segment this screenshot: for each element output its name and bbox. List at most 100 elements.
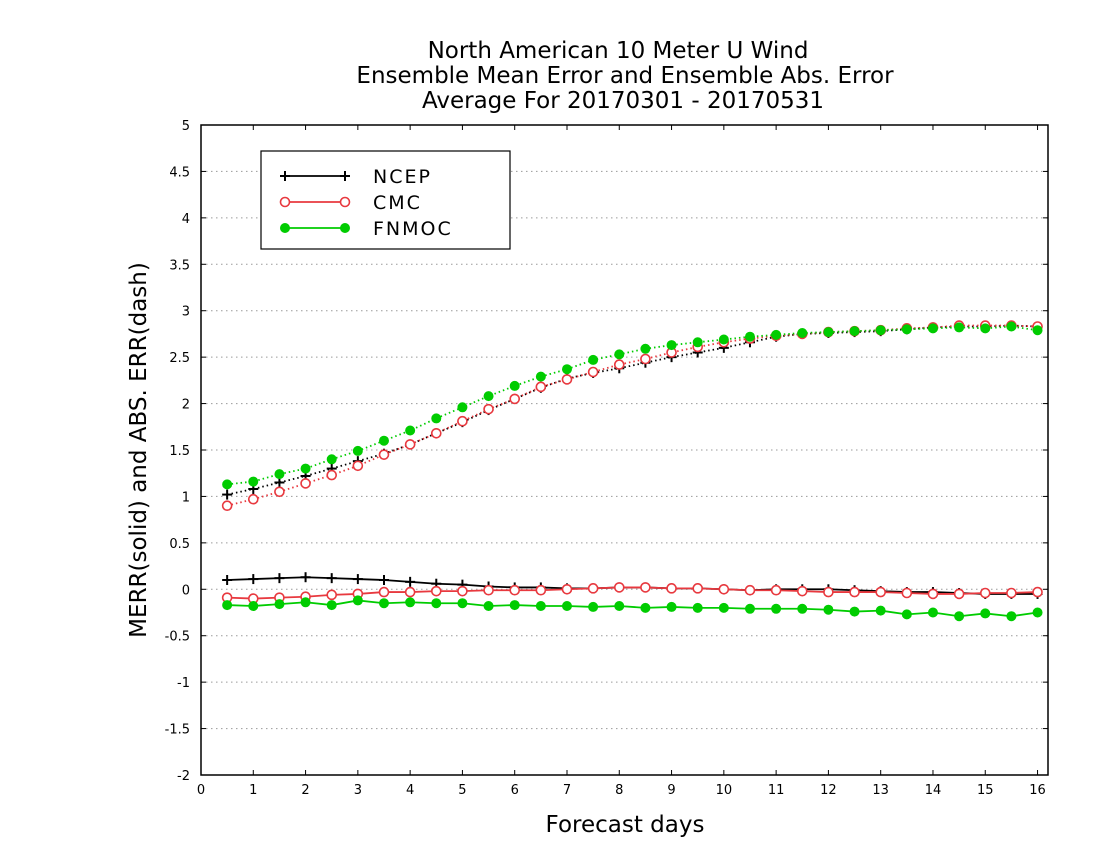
cmc-abserr-point xyxy=(613,359,625,370)
cmc-abserr-point xyxy=(326,469,338,481)
fnmoc-merr-point xyxy=(405,597,416,608)
x-tick-label: 14 xyxy=(925,783,942,798)
fnmoc-abserr-point xyxy=(640,343,651,354)
legend-entry-fnmoc: FNMOC xyxy=(280,218,451,240)
y-tick-label: 4.5 xyxy=(169,165,190,180)
fnmoc-merr-point xyxy=(875,605,886,616)
legend-marker xyxy=(339,196,351,208)
ncep-merr-point xyxy=(352,574,363,585)
fnmoc-abserr-point xyxy=(744,331,755,342)
x-tick-label: 7 xyxy=(563,783,571,798)
title-line-3: Average For 20170301 - 20170531 xyxy=(422,88,824,114)
fnmoc-merr-point xyxy=(431,598,442,609)
gridlines xyxy=(201,170,1048,730)
cmc-merr-point xyxy=(640,582,651,593)
cmc-abserr-point xyxy=(457,415,468,427)
cmc-merr-point xyxy=(561,583,573,595)
fnmoc-abserr-point xyxy=(797,328,808,338)
legend-entry-ncep: NCEP xyxy=(280,166,432,188)
title-line-1: North American 10 Meter U Wind xyxy=(428,38,809,64)
fnmoc-merr-point xyxy=(692,602,703,613)
legend-marker xyxy=(279,196,291,208)
cmc-abserr-point xyxy=(221,500,233,512)
cmc-abserr-point xyxy=(274,486,285,498)
fnmoc-abserr-point xyxy=(614,349,625,360)
cmc-merr-point xyxy=(509,584,521,596)
cmc-merr-point xyxy=(875,586,886,598)
fnmoc-merr-point xyxy=(901,609,912,620)
ncep-merr-point xyxy=(248,574,259,585)
y-tick-label: 3 xyxy=(182,305,190,320)
y-tick-label: -2 xyxy=(177,769,190,784)
ncep-merr-point xyxy=(326,573,337,584)
fnmoc-merr-point xyxy=(300,597,311,608)
fnmoc-merr-point xyxy=(718,602,729,613)
x-tick-label: 1 xyxy=(249,783,257,798)
legend-marker xyxy=(340,171,350,181)
y-tick-label: 0 xyxy=(182,583,190,598)
series-cmc xyxy=(221,320,1043,604)
fnmoc-abserr-point xyxy=(771,329,782,340)
fnmoc-abserr-point xyxy=(588,354,599,365)
y-tick-label: 2.5 xyxy=(169,351,190,366)
fnmoc-abserr-point xyxy=(248,476,259,487)
fnmoc-abserr-point xyxy=(718,334,729,345)
fnmoc-merr-point xyxy=(535,601,546,611)
x-tick-label: 16 xyxy=(1029,783,1046,798)
fnmoc-abserr-point xyxy=(535,371,546,382)
fnmoc-abserr-point xyxy=(980,323,991,334)
fnmoc-merr-point xyxy=(849,606,860,617)
fnmoc-abserr-point xyxy=(849,326,860,337)
plot-frame xyxy=(200,124,1049,776)
fnmoc-abserr-point xyxy=(823,327,834,338)
cmc-abserr-point xyxy=(352,460,364,472)
fnmoc-abserr-point xyxy=(509,380,520,391)
legend-box xyxy=(260,150,511,250)
legend-label: NCEP xyxy=(373,166,432,188)
cmc-merr-point xyxy=(849,586,860,598)
fnmoc-abserr-point xyxy=(274,469,285,480)
fnmoc-abserr-point xyxy=(1032,325,1043,336)
fnmoc-merr-point xyxy=(614,601,625,611)
cmc-merr-point xyxy=(430,585,442,597)
cmc-abserr-point xyxy=(640,353,651,365)
series-ncep xyxy=(222,320,1043,599)
x-tick-label: 11 xyxy=(768,783,785,798)
cmc-merr-point xyxy=(692,583,703,594)
ncep-abserr-point xyxy=(222,489,233,500)
cmc-merr-point xyxy=(587,583,599,594)
cmc-merr-point xyxy=(927,588,939,600)
y-tick-label: -1.5 xyxy=(165,723,190,738)
fnmoc-merr-point xyxy=(222,600,233,611)
x-tick-label: 9 xyxy=(667,783,675,798)
cmc-merr-point xyxy=(796,585,808,597)
cmc-merr-point xyxy=(483,584,494,596)
ncep-merr-line xyxy=(227,576,1038,595)
fnmoc-merr-point xyxy=(378,598,389,609)
fnmoc-abserr-point xyxy=(300,463,311,474)
y-tick-label: -1 xyxy=(177,676,190,691)
y-tick-label: 1 xyxy=(182,490,190,505)
fnmoc-abserr-point xyxy=(405,425,416,436)
x-tick-label: 13 xyxy=(872,783,889,798)
cmc-merr-point xyxy=(901,587,913,599)
cmc-merr-point xyxy=(457,585,468,597)
fnmoc-merr-point xyxy=(457,598,468,609)
cmc-abserr-point xyxy=(404,439,416,450)
cmc-merr-point xyxy=(404,586,416,598)
fnmoc-merr-point xyxy=(352,595,363,606)
y-tick-label: 3.5 xyxy=(169,258,190,273)
ncep-merr-point xyxy=(222,575,233,585)
fnmoc-abserr-point xyxy=(901,324,912,335)
fnmoc-merr-point xyxy=(561,601,572,611)
cmc-abserr-point xyxy=(587,366,599,378)
cmc-merr-point xyxy=(1006,587,1017,599)
fnmoc-abserr-point xyxy=(483,391,494,402)
y-tick-label: 5 xyxy=(182,119,190,134)
fnmoc-abserr-point xyxy=(431,413,442,424)
x-tick-label: 4 xyxy=(406,783,414,798)
fnmoc-abserr-point xyxy=(666,340,677,351)
fnmoc-merr-point xyxy=(666,601,677,612)
x-tick-label: 0 xyxy=(197,783,205,798)
